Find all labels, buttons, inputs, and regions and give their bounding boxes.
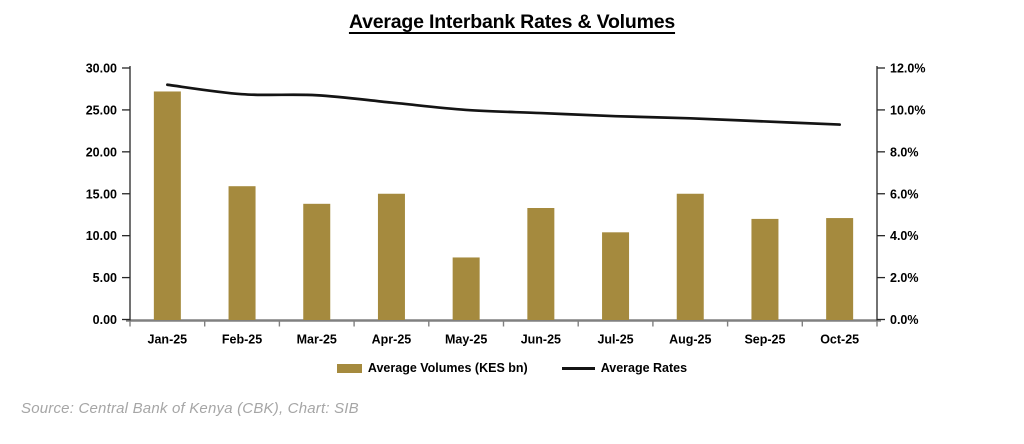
left-axis-tick-label: 20.00	[86, 145, 117, 159]
left-axis-tick-label: 10.00	[86, 229, 117, 243]
x-axis-category-label: May-25	[445, 333, 487, 347]
chart-legend: Average Volumes (KES bn) Average Rates	[0, 361, 1024, 375]
legend-item-rates: Average Rates	[561, 361, 688, 375]
source-note: Source: Central Bank of Kenya (CBK), Cha…	[21, 400, 359, 417]
left-axis-tick-label: 5.00	[93, 271, 117, 285]
legend-item-volumes: Average Volumes (KES bn)	[336, 361, 528, 375]
volume-bar	[527, 208, 555, 320]
legend-volumes-label: Average Volumes (KES bn)	[367, 361, 528, 375]
volume-bar	[452, 257, 480, 320]
volume-bar	[676, 193, 704, 320]
volume-bar	[228, 186, 256, 320]
left-axis-tick-label: 25.00	[86, 103, 117, 117]
left-axis-tick-label: 15.00	[86, 187, 117, 201]
right-axis-tick-label: 2.0%	[890, 271, 919, 285]
volume-bar	[751, 218, 779, 320]
right-axis-tick-label: 4.0%	[890, 229, 919, 243]
combo-chart-canvas: 30.00 25.00 20.00 15.00 10.00 5.00 0.00 12.0% 10…	[86, 62, 926, 347]
x-axis-category-label: Mar-25	[297, 333, 337, 347]
volume-bar	[377, 193, 405, 320]
rates-line	[166, 83, 841, 126]
x-axis-category-label: Jul-25	[597, 333, 633, 347]
x-axis-category-label: Sep-25	[744, 333, 785, 347]
volume-bar	[303, 203, 331, 320]
x-axis-category-label: Feb-25	[222, 333, 262, 347]
x-axis-category-label: Oct-25	[820, 333, 859, 347]
left-axis-tick-label: 0.00	[93, 313, 117, 327]
right-axis-tick-label: 8.0%	[890, 145, 919, 159]
chart-title: Average Interbank Rates & Volumes	[348, 11, 676, 33]
rates-line-swatch-icon	[561, 366, 595, 370]
volumes-bar-swatch-icon	[336, 363, 362, 373]
x-axis-category-label: Jan-25	[148, 333, 188, 347]
x-axis-category-label: Aug-25	[669, 333, 711, 347]
volume-bar	[826, 218, 854, 320]
volume-bar	[602, 232, 630, 320]
left-axis-tick-label: 30.00	[86, 62, 117, 76]
volume-bar	[153, 91, 181, 321]
x-axis-category-label: Jun-25	[521, 333, 561, 347]
right-axis-tick-label: 0.0%	[890, 313, 919, 327]
right-axis-tick-label: 6.0%	[890, 187, 919, 201]
legend-rates-label: Average Rates	[600, 361, 688, 375]
right-axis-tick-label: 12.0%	[890, 62, 925, 76]
right-axis-tick-label: 10.0%	[890, 103, 925, 117]
x-axis-category-label: Apr-25	[372, 333, 412, 347]
